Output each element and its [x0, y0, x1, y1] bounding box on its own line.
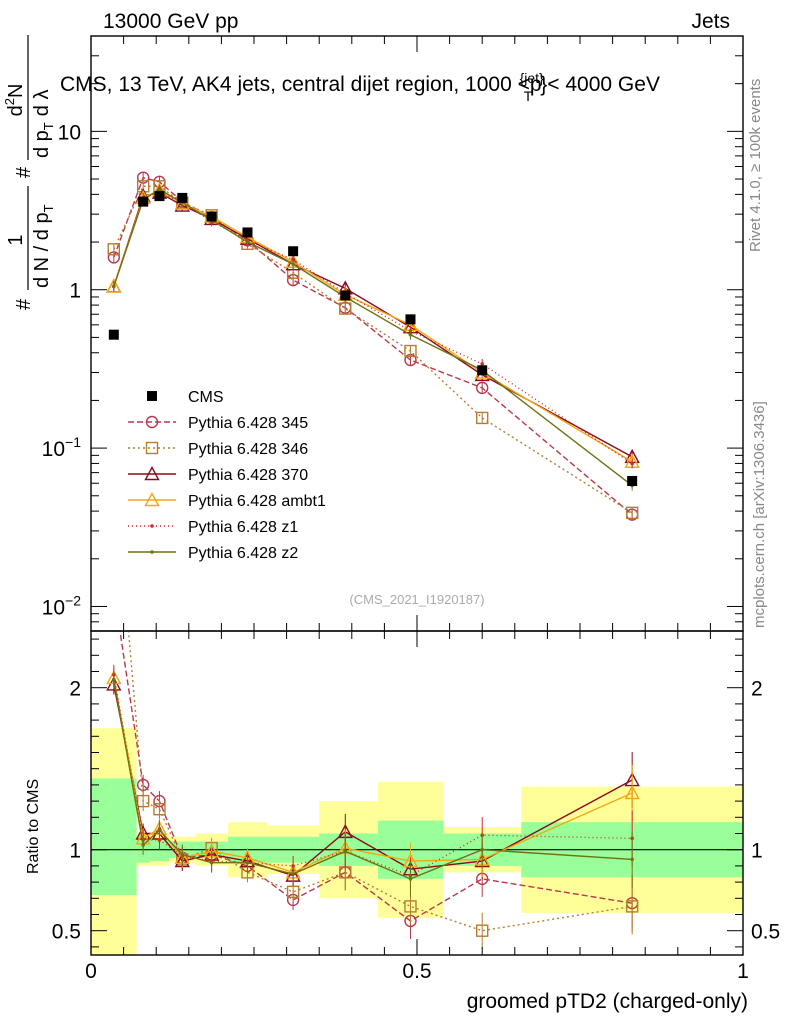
legend-marker-z1	[150, 524, 154, 528]
ratio-point-p346	[625, 900, 639, 913]
point-p346	[339, 302, 352, 315]
cms-point	[108, 329, 119, 340]
ratio-point-ambt1	[624, 785, 640, 800]
ratio-point-z2	[180, 852, 185, 857]
ratio-axis-label: Ratio to CMS	[25, 779, 42, 874]
y-tick-label: 1	[69, 280, 81, 303]
ratio-point-p345	[108, 585, 119, 596]
point-z2	[245, 240, 250, 244]
point-p346	[625, 506, 639, 520]
uncertainty-band-inner	[91, 778, 137, 896]
ratio-tick-label-right: 2	[751, 678, 763, 701]
point-p346	[107, 243, 121, 256]
svg-text:1: 1	[5, 234, 27, 245]
point-ambt1	[106, 278, 122, 293]
ratio-point-p346	[404, 900, 417, 913]
header-left: 13000 GeV pp	[103, 10, 238, 33]
cms-point	[477, 365, 488, 376]
svg-text:d2N: d2N	[2, 84, 27, 117]
ratio-tick-label-left: 0.5	[52, 921, 81, 944]
legend-label-ambt1: Pythia 6.428 ambt1	[188, 493, 326, 510]
ratio-point-z2	[141, 843, 145, 847]
y-axis-label: # 1 d N / d pT # d2N d pTd λ	[2, 35, 56, 310]
ratio-point-z2	[630, 857, 634, 862]
svg-text:#: #	[13, 298, 35, 310]
cms-point	[206, 211, 217, 222]
ratio-tick-label-right: 0.5	[751, 921, 780, 944]
cms-point	[627, 475, 638, 486]
series-line-p346	[113, 185, 633, 514]
legend-marker-p345	[145, 415, 159, 429]
ratio-point-p345	[136, 778, 150, 792]
legend-marker-ambt1	[144, 492, 160, 507]
ratio-tick-label-left: 1	[69, 840, 81, 863]
mcplots-label: mcplots.cern.ch [arXiv:1306.3436]	[751, 401, 768, 628]
ratio-point-z2	[480, 847, 485, 852]
x-tick-label: 0.5	[402, 960, 431, 983]
svg-text:d pTd λ: d pTd λ	[31, 90, 56, 158]
ratio-point-p346	[476, 924, 489, 937]
ratio-point-p346	[286, 885, 300, 899]
ratio-point-z2	[209, 860, 214, 865]
point-z2	[157, 187, 162, 192]
ratio-point-p346	[136, 794, 150, 808]
point-z2	[408, 332, 413, 337]
y-tick-label: 10	[58, 121, 81, 144]
ratio-point-z2	[408, 877, 413, 881]
legend-marker-p346	[145, 441, 159, 455]
series-line-z1	[113, 191, 633, 465]
point-z1	[480, 362, 485, 366]
ratio-point-z2	[343, 849, 348, 854]
cms-point	[154, 191, 165, 202]
legend-label-z1: Pythia 6.428 z1	[188, 519, 298, 536]
ratio-point-p346	[153, 803, 166, 816]
point-z2	[112, 284, 116, 289]
point-p345	[476, 381, 489, 395]
ratio-panel: 2 21 10.5 0.50 0.5 1	[52, 455, 780, 983]
ratio-point-p346	[108, 455, 119, 466]
legend-label-p345: Pythia 6.428 345	[188, 415, 308, 432]
ratio-point-z2	[157, 828, 162, 833]
ratio-tick-label-right: 1	[751, 840, 763, 863]
legend-label-p346: Pythia 6.428 346	[188, 441, 308, 458]
plot-title: CMS, 13 TeV, AK4 jets, central dijet reg…	[60, 70, 660, 104]
x-axis-label: groomed pTD2 (charged-only)	[467, 990, 748, 1013]
legend-label-z2: Pythia 6.428 z2	[188, 545, 298, 562]
point-p346	[476, 411, 489, 425]
header-right: Jets	[691, 10, 730, 33]
x-tick-label: 0	[85, 960, 97, 983]
rivet-label: Rivet 4.1.0, ≥ 100k events	[747, 79, 764, 252]
cms-point	[242, 227, 253, 238]
ratio-tick-label-left: 2	[69, 678, 81, 701]
svg-text:d N / d pT: d N / d pT	[31, 204, 56, 288]
legend-label-cms: CMS	[188, 389, 224, 406]
cms-point	[138, 196, 149, 207]
ratio-point-z2	[112, 677, 116, 682]
svg-text:#: #	[13, 166, 35, 178]
point-p346	[404, 344, 417, 358]
cms-point	[340, 290, 351, 301]
legend-marker-z2	[150, 550, 154, 554]
cms-point	[405, 314, 416, 325]
cms-point	[177, 192, 188, 203]
ratio-point-z2	[291, 872, 295, 876]
y-tick-label: 10−1	[42, 434, 82, 461]
ratio-series	[106, 455, 640, 949]
legend-marker-cms	[147, 391, 157, 401]
analysis-id: (CMS_2021_I1920187)	[349, 592, 484, 607]
y-tick-label: 10−2	[42, 592, 82, 619]
cms-point	[288, 246, 299, 257]
x-tick-label: 1	[737, 960, 749, 983]
main-panel: 10 1 10−1 10−2	[42, 35, 744, 632]
ratio-point-z2	[245, 860, 250, 865]
point-ambt1	[174, 195, 190, 210]
legend-marker-p370	[144, 466, 160, 481]
point-z1	[630, 461, 634, 466]
point-z2	[291, 262, 295, 266]
legend-label-p370: Pythia 6.428 370	[188, 467, 308, 484]
legend: CMS Pythia 6.428 345 Pythia 6.428 346 Pythi…	[128, 389, 326, 562]
